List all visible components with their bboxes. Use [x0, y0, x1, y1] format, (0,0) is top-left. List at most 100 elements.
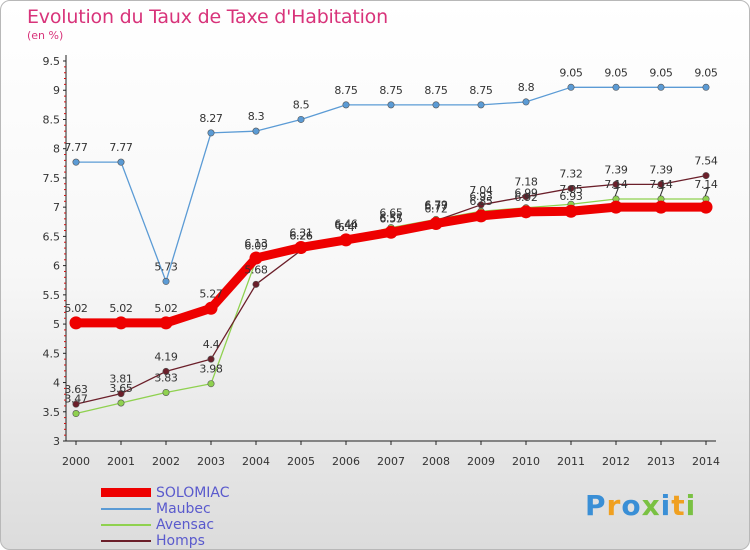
data-label: 6.44 [334, 219, 358, 232]
data-label: 6.92 [514, 191, 537, 204]
y-tick-label: 8.5 [43, 113, 61, 126]
legend-swatch [101, 508, 151, 510]
data-label: 6.26 [289, 229, 313, 242]
data-label: 3.81 [109, 373, 132, 386]
x-tick-label: 2013 [647, 455, 675, 468]
data-point [252, 280, 260, 288]
data-label: 6.26 [289, 229, 313, 242]
legend-label: Homps [156, 533, 205, 549]
data-label: 5.02 [64, 302, 87, 315]
legend-label: Avensac [156, 517, 215, 533]
data-label: 9.05 [604, 66, 628, 79]
data-point [117, 390, 125, 398]
data-point [117, 158, 125, 166]
data-point [612, 83, 620, 91]
data-point [477, 201, 485, 209]
y-tick-label: 6 [53, 260, 60, 273]
data-label: 3.65 [109, 382, 133, 395]
data-label: 8.75 [424, 84, 448, 97]
data-point [612, 180, 620, 188]
data-label: 7.77 [109, 141, 133, 154]
data-point [342, 101, 350, 109]
x-tick-label: 2005 [287, 455, 315, 468]
x-tick-label: 2012 [602, 455, 630, 468]
data-label: 3.63 [64, 383, 88, 396]
legend-swatch [101, 488, 151, 497]
data-label: 5.68 [244, 263, 268, 276]
data-label: 6.85 [469, 195, 493, 208]
data-point [657, 180, 665, 188]
logo-letter: P [585, 489, 607, 522]
data-label: 6.65 [379, 207, 403, 220]
data-label: 8.75 [379, 84, 403, 97]
data-label: 6.46 [334, 218, 358, 231]
logo-letter: i [685, 489, 697, 522]
data-label: 8.8 [518, 81, 535, 94]
legend-label: Maubec [156, 501, 211, 517]
y-tick-label: 5.5 [43, 289, 61, 302]
y-tick-label: 4.5 [43, 347, 61, 360]
data-point [387, 101, 395, 109]
data-label: 6.13 [244, 237, 268, 250]
data-point [657, 83, 665, 91]
data-point [207, 355, 215, 363]
data-point [477, 101, 485, 109]
labels-homps: 3.63 3.81 4.19 4.4 5.68 6.26 6.4 6.55 6.77 7.04 7.… [64, 155, 718, 397]
data-label: 7.14 [649, 178, 673, 191]
data-label: 8.75 [334, 84, 358, 97]
data-label: 5.02 [109, 302, 132, 315]
data-point [249, 251, 263, 265]
data-label: 5.27 [199, 287, 223, 300]
y-tick-label: 4 [53, 377, 60, 390]
data-point [72, 410, 80, 418]
data-point [522, 98, 530, 106]
data-label: 4.19 [154, 350, 178, 363]
x-tick-label: 2001 [107, 455, 135, 468]
data-label: 6.93 [469, 190, 493, 203]
data-point [162, 367, 170, 375]
data-point [207, 129, 215, 137]
x-tick-label: 2008 [422, 455, 450, 468]
data-label: 5.02 [154, 302, 177, 315]
y-tick-label: 7.5 [43, 172, 61, 185]
data-point [69, 316, 83, 330]
legend-label: SOLOMIAC [156, 485, 230, 501]
y-tick-label: 9 [53, 84, 60, 97]
data-point [519, 205, 533, 219]
x-tick-label: 2009 [467, 455, 495, 468]
data-point [702, 83, 710, 91]
data-label: 7.77 [64, 141, 88, 154]
logo-letter: t [671, 489, 686, 522]
series-solomiac [69, 200, 713, 330]
data-point [204, 301, 218, 315]
data-point [252, 127, 260, 135]
y-tick-label: 3.5 [43, 406, 61, 419]
data-point [702, 172, 710, 180]
data-point [162, 388, 170, 396]
data-label: 6.57 [379, 211, 403, 224]
data-label: 6.99 [514, 187, 538, 200]
x-tick-label: 2007 [377, 455, 405, 468]
data-label: 6.93 [559, 190, 583, 203]
data-point [117, 399, 125, 407]
proxiti-logo: Proxiti [585, 489, 696, 522]
labels-maubec: 7.77 7.77 5.73 8.27 8.3 8.5 8.75 8.75 8.75 8.75 8.… [64, 66, 718, 273]
data-point [522, 193, 530, 201]
x-tick-label: 2014 [692, 455, 720, 468]
data-label: 3.98 [199, 363, 223, 376]
data-label: 8.75 [469, 84, 493, 97]
y-tick-label: 3 [53, 435, 60, 448]
data-label: 9.05 [649, 66, 673, 79]
data-label: 8.3 [248, 110, 265, 123]
data-point [297, 115, 305, 123]
logo-letter: i [660, 489, 672, 522]
data-point [159, 316, 173, 330]
data-point [699, 200, 713, 214]
data-label: 3.83 [154, 371, 178, 384]
y-tick-label: 9.5 [43, 55, 61, 68]
data-label: 6.77 [424, 200, 448, 213]
chart-title: Evolution du Taux de Taxe d'Habitation [27, 6, 388, 28]
data-point [294, 240, 308, 254]
x-tick-label: 2006 [332, 455, 360, 468]
data-label: 7.39 [604, 163, 628, 176]
